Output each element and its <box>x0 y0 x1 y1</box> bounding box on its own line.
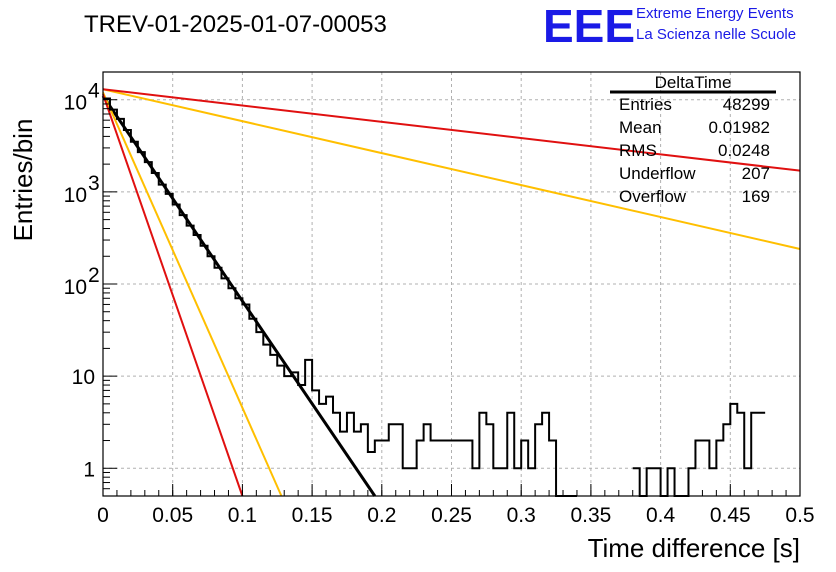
x-axis-ticks: 0 0.05 0.1 0.15 0.2 0.25 0.3 0.35 0.4 0.45 0.5 <box>97 484 815 527</box>
x-tick-label: 0.15 <box>292 504 333 527</box>
fit-curve-2 <box>102 88 801 250</box>
grid <box>103 72 800 496</box>
x-axis-label: Time difference [s] <box>588 533 800 563</box>
x-tick-label: 0.4 <box>646 504 676 527</box>
stats-value: 169 <box>742 187 770 206</box>
x-tick-label: 0.45 <box>710 504 751 527</box>
fit-curve-4 <box>102 88 801 172</box>
y-tick-label: 10 <box>64 276 87 299</box>
stats-value: 207 <box>742 164 770 183</box>
x-tick-label: 0.1 <box>228 504 257 527</box>
x-tick-label: 0.35 <box>570 504 611 527</box>
y-tick-exponent: 4 <box>88 80 100 103</box>
fit-curve-5 <box>102 93 244 497</box>
stats-title: DeltaTime <box>655 73 732 92</box>
stats-box: DeltaTime Entries 48299 Mean 0.01982 RMS 0.02… <box>610 73 776 206</box>
histogram-tail <box>632 402 766 497</box>
fit-curve-3 <box>102 92 283 497</box>
stats-value: 48299 <box>723 95 770 114</box>
y-tick-exponent: 2 <box>88 264 100 287</box>
x-tick-label: 0.25 <box>431 504 472 527</box>
x-tick-label: 0 <box>97 504 109 527</box>
y-tick-label: 10 <box>64 92 87 115</box>
eee-logo: EEE <box>543 0 635 52</box>
stats-label: Entries <box>619 95 672 114</box>
x-tick-label: 0.05 <box>152 504 193 527</box>
stats-label: Overflow <box>619 187 687 206</box>
y-tick-label: 1 <box>83 458 95 481</box>
y-axis-label: Entries/bin <box>8 119 38 242</box>
histogram-main <box>103 97 577 497</box>
fit-curves <box>101 88 801 497</box>
brand-line-2: La Scienza nelle Scuole <box>636 26 796 43</box>
y-tick-exponent: 3 <box>88 172 100 195</box>
stats-label: Mean <box>619 118 662 137</box>
x-tick-label: 0.3 <box>507 504 536 527</box>
x-tick-label: 0.2 <box>367 504 396 527</box>
x-tick-label: 0.5 <box>785 504 814 527</box>
y-tick-label: 10 <box>64 184 87 207</box>
histogram <box>103 97 766 497</box>
y-tick-label: 10 <box>72 366 95 389</box>
stats-rows: Entries 48299 Mean 0.01982 RMS 0.0248 Underflo… <box>619 95 770 206</box>
stats-label: Underflow <box>619 164 696 183</box>
stats-value: 0.01982 <box>709 118 770 137</box>
chart-title: TREV-01-2025-01-07-00053 <box>84 11 387 38</box>
brand-line-1: Extreme Energy Events <box>636 5 794 22</box>
stats-label: RMS <box>619 141 657 160</box>
stats-value: 0.0248 <box>718 141 770 160</box>
